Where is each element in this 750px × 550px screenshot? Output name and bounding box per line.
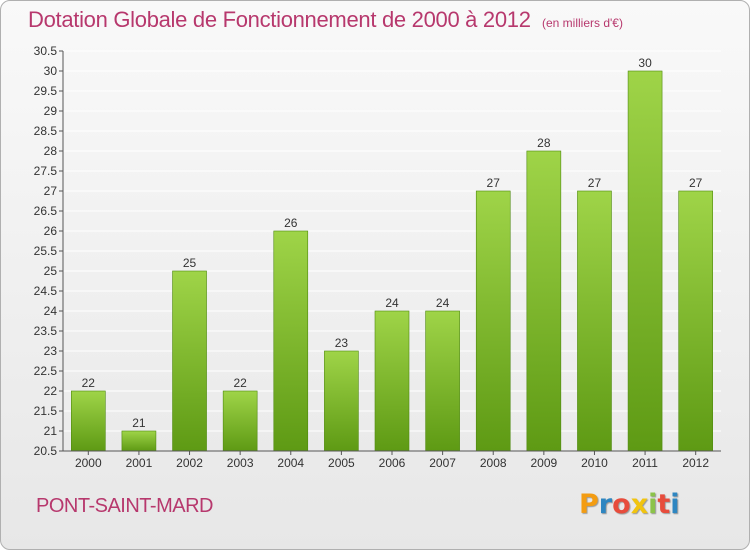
logo-letter: r	[598, 489, 613, 520]
bar-2007	[425, 310, 460, 452]
y-tick-label: 27.5	[34, 164, 58, 178]
x-tick-label-2007: 2007	[429, 456, 456, 470]
data-label-2012: 27	[689, 176, 703, 190]
data-label-2005: 23	[335, 336, 349, 350]
y-tick-label: 27	[44, 184, 58, 198]
data-label-2002: 25	[183, 256, 197, 270]
y-tick-label: 24.5	[34, 284, 58, 298]
y-tick-label: 24	[44, 304, 58, 318]
y-tick-label: 30	[44, 64, 58, 78]
y-tick-label: 23.5	[34, 324, 58, 338]
bar-2011	[627, 70, 663, 452]
data-label-2003: 22	[233, 376, 247, 390]
data-label-2004: 26	[284, 216, 298, 230]
y-tick-label: 21	[44, 424, 58, 438]
x-tick-label-2001: 2001	[126, 456, 153, 470]
bar-2010	[577, 190, 612, 452]
bar-2003	[222, 390, 258, 452]
bar-2009	[526, 150, 562, 452]
logo-letter: t	[657, 489, 671, 520]
bar-2000	[71, 390, 106, 452]
y-tick-label: 29	[44, 104, 58, 118]
x-tick-label-2002: 2002	[176, 456, 203, 470]
data-label-2011: 30	[638, 56, 652, 70]
data-label-2008: 27	[487, 176, 501, 190]
y-tick-label: 21.5	[34, 404, 58, 418]
bar-2002	[172, 270, 207, 452]
data-label-2006: 24	[385, 296, 399, 310]
commune-name: PONT-SAINT-MARD	[36, 495, 213, 517]
chart-subtitle: (en milliers d'€)	[542, 16, 623, 30]
x-tick-label-2009: 2009	[530, 456, 557, 470]
bar-2001	[121, 430, 157, 452]
chart-title: Dotation Globale de Fonctionnement de 20…	[28, 7, 531, 32]
bars	[71, 70, 713, 452]
logo-letter: i	[670, 489, 680, 520]
bar-2008	[475, 190, 511, 452]
y-tick-label: 22.5	[34, 364, 58, 378]
bar-2004	[273, 230, 309, 452]
y-tick-label: 20.5	[34, 444, 58, 458]
x-tick-label-2012: 2012	[682, 456, 709, 470]
x-tick-label-2004: 2004	[277, 456, 304, 470]
y-tick-label: 26.5	[34, 204, 58, 218]
x-tick-label-2000: 2000	[75, 456, 102, 470]
y-axis-ticks: 20.5 21 21.5 22 22.5 23 23.5 24 24.5 25 25.5 26 26.5…	[34, 44, 63, 458]
x-tick-label-2011: 2011	[632, 456, 658, 470]
logo-letter: o	[612, 489, 631, 520]
y-tick-label: 23	[44, 344, 58, 358]
y-tick-label: 22	[44, 384, 58, 398]
data-label-2007: 24	[436, 296, 450, 310]
data-label-2001: 21	[132, 416, 146, 430]
x-axis-ticks: 2000 2001 2002 2003 2004 2005 2006 2007 2008 2009…	[75, 451, 709, 470]
proxiti-logo: Proxiti	[579, 489, 680, 520]
bar-2006	[374, 310, 410, 452]
data-label-2000: 22	[82, 376, 96, 390]
x-tick-label-2008: 2008	[480, 456, 507, 470]
data-labels: 22 21 25 22 26 23 24 24 27 28 27 30 27	[82, 56, 703, 430]
y-tick-label: 26	[44, 224, 58, 238]
y-tick-label: 25	[44, 264, 58, 278]
x-tick-label-2005: 2005	[328, 456, 355, 470]
y-tick-label: 28.5	[34, 124, 58, 138]
x-tick-label-2003: 2003	[227, 456, 254, 470]
logo-letter: P	[579, 489, 599, 520]
logo-letter: i	[648, 489, 658, 520]
y-tick-label: 30.5	[34, 44, 58, 58]
data-label-2010: 27	[588, 176, 602, 190]
bar-2012	[678, 190, 713, 452]
y-tick-label: 28	[44, 144, 58, 158]
x-tick-label-2010: 2010	[581, 456, 608, 470]
y-tick-label: 29.5	[34, 84, 58, 98]
y-tick-label: 25.5	[34, 244, 58, 258]
data-label-2009: 28	[537, 136, 551, 150]
x-tick-label-2006: 2006	[379, 456, 406, 470]
bar-2005	[324, 350, 359, 452]
logo-letter: x	[630, 489, 649, 520]
